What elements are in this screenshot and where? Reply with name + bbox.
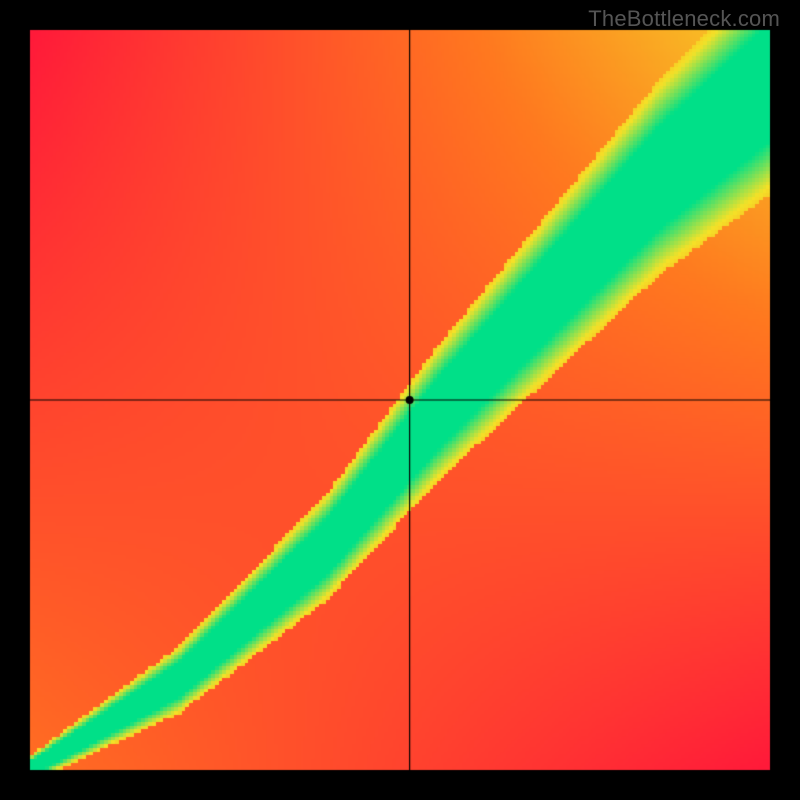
watermark-text: TheBottleneck.com <box>588 6 780 32</box>
bottleneck-heatmap <box>0 0 800 800</box>
chart-container: TheBottleneck.com <box>0 0 800 800</box>
